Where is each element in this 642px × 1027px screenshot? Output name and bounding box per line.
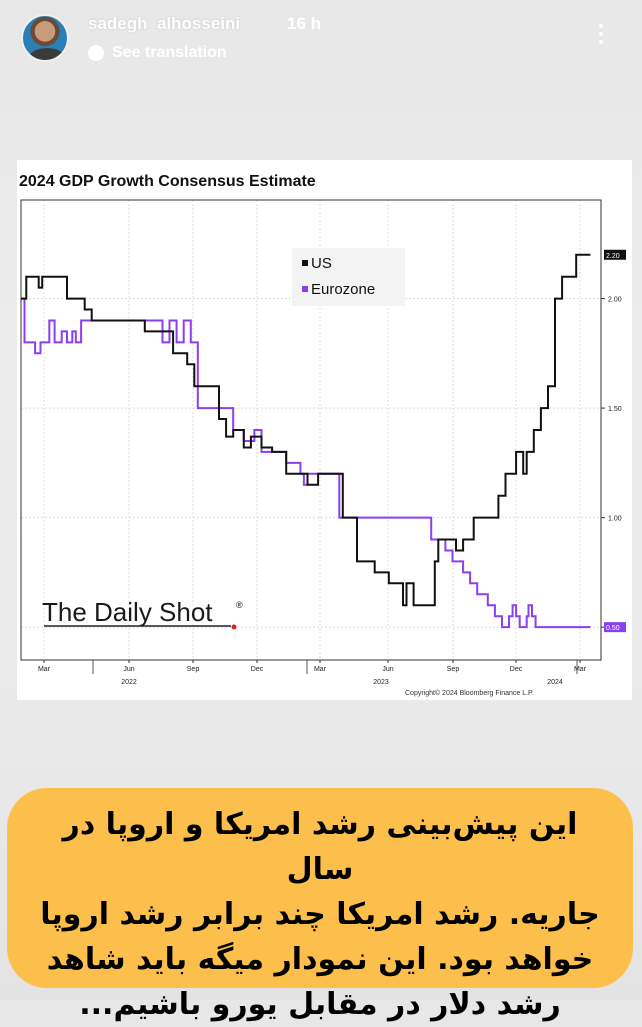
copyright-text: Copyright© 2024 Bloomberg Finance L.P.: [405, 689, 534, 697]
eurozone-last-value-flag: [604, 622, 626, 633]
eurozone-last-value-flag-text: 0.50: [606, 625, 620, 632]
plot-frame: [20, 199, 602, 661]
caption-text: این پیش‌بینی رشد امریکا و اروپا در سال ج…: [31, 802, 609, 1027]
x-tick-label: Jun: [382, 666, 393, 673]
legend-label-eurozone: Eurozone: [311, 281, 375, 298]
y-tick-label: 1.00: [608, 516, 622, 523]
x-tick-label: Dec: [510, 666, 523, 673]
gdp-chart: 2024 GDP Growth Consensus Estimate 2.00 1…: [19, 173, 626, 697]
x-axis: Mar Jun Sep Dec Mar Jun Sep Dec Mar 2022 2023 2024: [38, 660, 587, 686]
y-tick-label: 2.00: [608, 297, 622, 304]
more-options-icon[interactable]: [596, 24, 606, 52]
story-header: sadegh_alhosseini 16 h See translation: [0, 0, 642, 80]
avatar[interactable]: [21, 14, 69, 62]
x-tick-label: Mar: [38, 666, 51, 673]
watermark-mark: ®: [236, 600, 243, 610]
legend-box: [292, 248, 405, 306]
caption-line: رشد دلار در مقابل یورو باشیم...: [79, 987, 561, 1022]
caption-line: جاریه. رشد امریکا چند برابر رشد اروپا: [40, 897, 600, 932]
caption-line: این پیش‌بینی رشد امریکا و اروپا در سال: [62, 807, 578, 887]
caption-sticker: این پیش‌بینی رشد امریکا و اروپا در سال ج…: [7, 788, 633, 1022]
see-translation-label: See translation: [112, 44, 227, 61]
y-tick-label: 1.50: [608, 406, 622, 413]
globe-icon: [88, 45, 104, 61]
username[interactable]: sadegh_alhosseini: [88, 14, 241, 33]
x-year-label: 2023: [373, 679, 389, 686]
x-year-label: 2022: [121, 679, 137, 686]
x-tick-label: Sep: [447, 666, 460, 673]
legend-swatch-us: [302, 260, 308, 266]
us-last-value-flag: [604, 249, 626, 260]
watermark-dot: [231, 624, 237, 630]
y-axis: 2.00 1.50 1.00 2.20 0.50: [601, 249, 626, 633]
x-tick-label: Mar: [314, 666, 327, 673]
us-last-value-flag-text: 2.20: [606, 253, 620, 260]
caption-line: خواهد بود. این نمودار میگه باید شاهد: [46, 942, 594, 977]
chart-series: [21, 253, 591, 629]
legend-swatch-eurozone: [302, 286, 308, 292]
series-line-eurozone: [21, 297, 591, 629]
x-tick-label: Dec: [251, 666, 264, 673]
legend-label-us: US: [311, 255, 332, 272]
x-tick-label: Jun: [123, 666, 134, 673]
watermark-text: The Daily Shot: [42, 597, 213, 627]
series-line-us: [21, 253, 591, 607]
x-tick-label: Sep: [187, 666, 200, 673]
chart-title: 2024 GDP Growth Consensus Estimate: [19, 173, 316, 190]
post-time: 16 h: [287, 14, 322, 33]
chart-image: 2024 GDP Growth Consensus Estimate 2.00 1…: [17, 160, 632, 700]
x-tick-label: Mar: [574, 666, 587, 673]
x-year-label: 2024: [547, 679, 563, 686]
see-translation-link[interactable]: See translation: [88, 44, 227, 62]
